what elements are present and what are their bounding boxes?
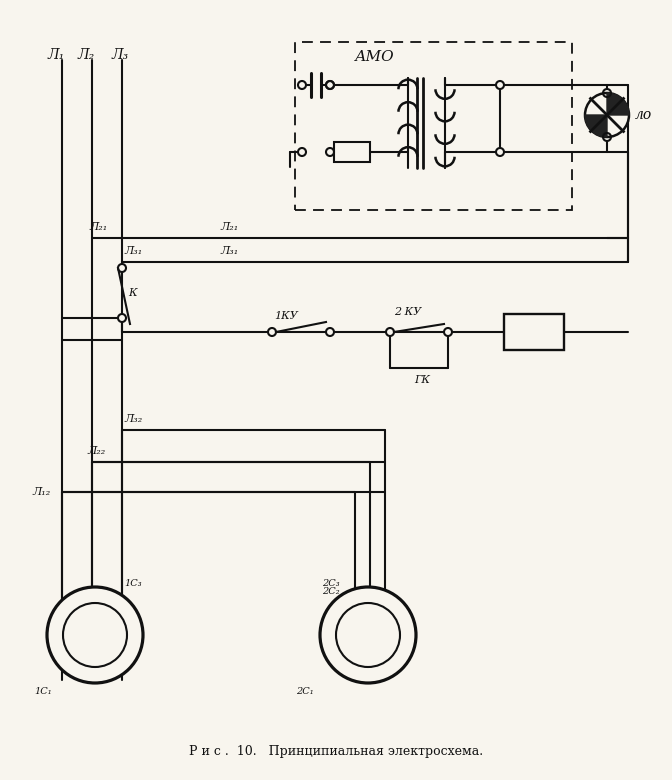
Polygon shape xyxy=(607,93,629,115)
Circle shape xyxy=(496,148,504,156)
Circle shape xyxy=(496,81,504,89)
Text: 2С₃: 2С₃ xyxy=(322,580,339,588)
Text: Л₃₁: Л₃₁ xyxy=(220,246,239,256)
Circle shape xyxy=(326,81,334,89)
Circle shape xyxy=(118,264,126,272)
Circle shape xyxy=(326,148,334,156)
Text: К: К xyxy=(529,325,539,339)
Circle shape xyxy=(298,148,306,156)
Text: Диш: Диш xyxy=(80,630,110,643)
Bar xyxy=(334,142,370,162)
Circle shape xyxy=(326,328,334,336)
Text: Л₂₁: Л₂₁ xyxy=(89,222,108,232)
Circle shape xyxy=(118,314,126,322)
Text: 1С₁: 1С₁ xyxy=(34,686,52,696)
Text: 1КУ: 1КУ xyxy=(274,311,298,321)
Circle shape xyxy=(386,328,394,336)
Circle shape xyxy=(326,81,334,89)
Circle shape xyxy=(444,328,452,336)
Circle shape xyxy=(585,93,629,137)
Text: К: К xyxy=(128,288,136,298)
Text: 2С₁: 2С₁ xyxy=(296,686,314,696)
Text: 1С₃: 1С₃ xyxy=(124,580,142,588)
Circle shape xyxy=(320,587,416,683)
Text: Л₁: Л₁ xyxy=(48,48,65,62)
Text: Л₂: Л₂ xyxy=(78,48,95,62)
Text: Л₁₂: Л₁₂ xyxy=(32,487,50,497)
Circle shape xyxy=(268,328,276,336)
Polygon shape xyxy=(585,115,607,137)
Text: АМО: АМО xyxy=(355,50,394,64)
Text: ло: ло xyxy=(635,108,653,122)
Text: ДО: ДО xyxy=(358,630,378,643)
Bar xyxy=(504,314,564,350)
Circle shape xyxy=(298,81,306,89)
Text: 2 КУ: 2 КУ xyxy=(394,307,421,317)
Circle shape xyxy=(336,603,400,667)
Text: Л₂₁: Л₂₁ xyxy=(220,222,239,232)
Text: 1С₂: 1С₂ xyxy=(94,587,112,597)
Text: Л₃₁: Л₃₁ xyxy=(124,246,142,256)
Text: Р и с .  10.   Принципиальная электросхема.: Р и с . 10. Принципиальная электросхема. xyxy=(189,746,483,758)
Circle shape xyxy=(63,603,127,667)
Circle shape xyxy=(603,133,611,141)
Circle shape xyxy=(603,89,611,97)
Text: Л₃: Л₃ xyxy=(112,48,129,62)
Circle shape xyxy=(47,587,143,683)
Text: 2С₂: 2С₂ xyxy=(322,587,339,597)
Text: Л₂₂: Л₂₂ xyxy=(87,446,106,456)
Text: ГК: ГК xyxy=(414,375,430,385)
Text: Л₃₂: Л₃₂ xyxy=(124,414,142,424)
